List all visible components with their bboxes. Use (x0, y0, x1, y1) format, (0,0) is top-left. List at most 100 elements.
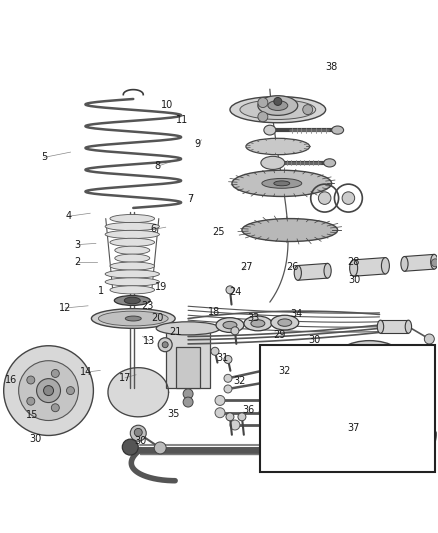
Circle shape (43, 385, 53, 395)
Ellipse shape (307, 417, 363, 449)
Ellipse shape (251, 320, 265, 327)
Circle shape (19, 361, 78, 421)
Ellipse shape (381, 257, 389, 274)
Polygon shape (108, 368, 169, 417)
Text: 12: 12 (59, 303, 71, 313)
Ellipse shape (332, 126, 343, 134)
Ellipse shape (324, 263, 331, 278)
Text: 24: 24 (230, 287, 242, 297)
Circle shape (215, 395, 225, 406)
Circle shape (321, 415, 328, 423)
Circle shape (154, 442, 166, 454)
Ellipse shape (246, 138, 310, 155)
Ellipse shape (405, 320, 412, 333)
Circle shape (342, 192, 355, 204)
Text: 26: 26 (286, 262, 299, 271)
Text: 32: 32 (278, 366, 291, 376)
Text: 16: 16 (5, 375, 17, 385)
Bar (176, 347, 200, 388)
Text: 21: 21 (169, 327, 181, 337)
Ellipse shape (274, 181, 290, 186)
Polygon shape (404, 254, 434, 271)
Ellipse shape (110, 238, 155, 246)
Text: 8: 8 (155, 161, 161, 171)
Ellipse shape (294, 265, 301, 280)
Ellipse shape (230, 96, 326, 123)
Circle shape (231, 327, 239, 335)
Text: 32: 32 (234, 376, 246, 386)
Circle shape (303, 104, 313, 115)
Text: 15: 15 (26, 410, 38, 420)
Circle shape (211, 348, 219, 356)
Circle shape (215, 408, 225, 418)
Polygon shape (166, 328, 210, 388)
Text: 3: 3 (74, 240, 80, 249)
Ellipse shape (105, 278, 159, 286)
Circle shape (27, 376, 35, 384)
Circle shape (424, 334, 434, 344)
Ellipse shape (268, 101, 288, 110)
Circle shape (431, 259, 438, 267)
Text: 18: 18 (208, 308, 220, 317)
Ellipse shape (401, 256, 408, 271)
Text: 37: 37 (347, 423, 360, 433)
Text: 23: 23 (141, 301, 153, 311)
Polygon shape (298, 263, 328, 280)
Ellipse shape (115, 254, 150, 262)
Circle shape (224, 356, 232, 364)
Circle shape (226, 413, 234, 421)
Circle shape (162, 342, 168, 348)
Text: 34: 34 (290, 309, 303, 319)
Circle shape (259, 410, 265, 416)
Polygon shape (381, 320, 408, 333)
Circle shape (258, 98, 268, 108)
Polygon shape (353, 257, 385, 276)
Circle shape (67, 386, 74, 394)
Ellipse shape (271, 315, 299, 330)
Circle shape (183, 397, 193, 407)
Circle shape (51, 369, 59, 377)
Ellipse shape (348, 350, 392, 377)
Ellipse shape (262, 179, 302, 188)
Circle shape (224, 385, 232, 393)
Text: 7: 7 (187, 194, 194, 204)
Circle shape (343, 415, 350, 423)
Circle shape (274, 98, 282, 106)
Circle shape (4, 346, 93, 435)
Text: 30: 30 (134, 436, 147, 446)
Circle shape (318, 192, 331, 204)
Text: 36: 36 (243, 405, 255, 415)
Text: 38: 38 (325, 61, 338, 71)
Circle shape (27, 397, 35, 405)
Text: 17: 17 (119, 373, 131, 383)
Text: 33: 33 (247, 313, 259, 323)
Circle shape (324, 402, 336, 415)
Circle shape (230, 420, 240, 430)
Text: 2: 2 (74, 257, 80, 267)
Ellipse shape (321, 425, 349, 441)
Text: 6: 6 (150, 224, 156, 235)
Circle shape (361, 356, 378, 372)
Ellipse shape (232, 170, 332, 197)
Ellipse shape (244, 316, 272, 331)
Ellipse shape (223, 321, 237, 329)
Ellipse shape (125, 316, 141, 321)
Circle shape (238, 413, 246, 421)
Text: 10: 10 (160, 100, 173, 110)
Ellipse shape (110, 214, 155, 223)
Ellipse shape (261, 156, 285, 169)
Text: 30: 30 (348, 274, 360, 285)
Ellipse shape (105, 230, 159, 238)
Ellipse shape (110, 262, 155, 270)
Circle shape (134, 429, 142, 437)
Circle shape (51, 404, 59, 411)
Ellipse shape (240, 100, 316, 119)
Circle shape (226, 286, 234, 294)
Circle shape (262, 398, 268, 403)
Ellipse shape (258, 96, 298, 115)
Ellipse shape (114, 296, 150, 305)
Text: 1: 1 (98, 286, 104, 295)
Text: 14: 14 (80, 367, 92, 377)
Ellipse shape (99, 311, 168, 326)
Ellipse shape (242, 219, 338, 241)
